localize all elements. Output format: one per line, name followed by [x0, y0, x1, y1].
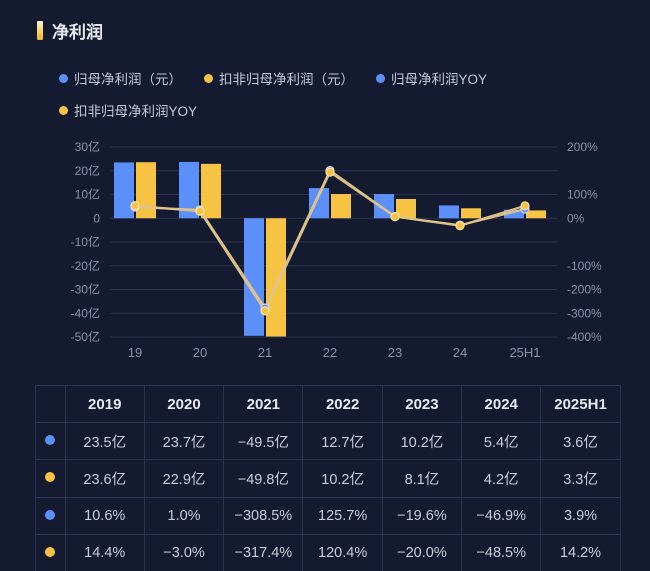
svg-text:20: 20 [193, 345, 207, 360]
svg-text:-40亿: -40亿 [71, 305, 100, 320]
svg-text:-10亿: -10亿 [71, 234, 100, 249]
svg-text:30亿: 30亿 [75, 139, 100, 154]
svg-text:-400%: -400% [567, 330, 602, 344]
svg-text:-300%: -300% [567, 306, 602, 320]
svg-text:-100%: -100% [567, 259, 602, 273]
svg-text:23: 23 [388, 345, 402, 360]
svg-text:0: 0 [93, 211, 100, 225]
svg-text:0%: 0% [567, 211, 585, 225]
svg-text:100%: 100% [567, 188, 598, 202]
svg-text:19: 19 [128, 345, 142, 360]
svg-text:-200%: -200% [567, 283, 602, 297]
svg-text:10亿: 10亿 [75, 187, 100, 202]
svg-text:20亿: 20亿 [75, 163, 100, 178]
svg-text:-30亿: -30亿 [71, 282, 100, 297]
svg-text:21: 21 [258, 345, 272, 360]
svg-text:-50亿: -50亿 [71, 329, 100, 344]
svg-text:22: 22 [323, 345, 337, 360]
svg-text:200%: 200% [567, 140, 598, 154]
svg-text:25H1: 25H1 [509, 345, 540, 360]
svg-text:-20亿: -20亿 [71, 258, 100, 273]
svg-text:24: 24 [453, 345, 467, 360]
